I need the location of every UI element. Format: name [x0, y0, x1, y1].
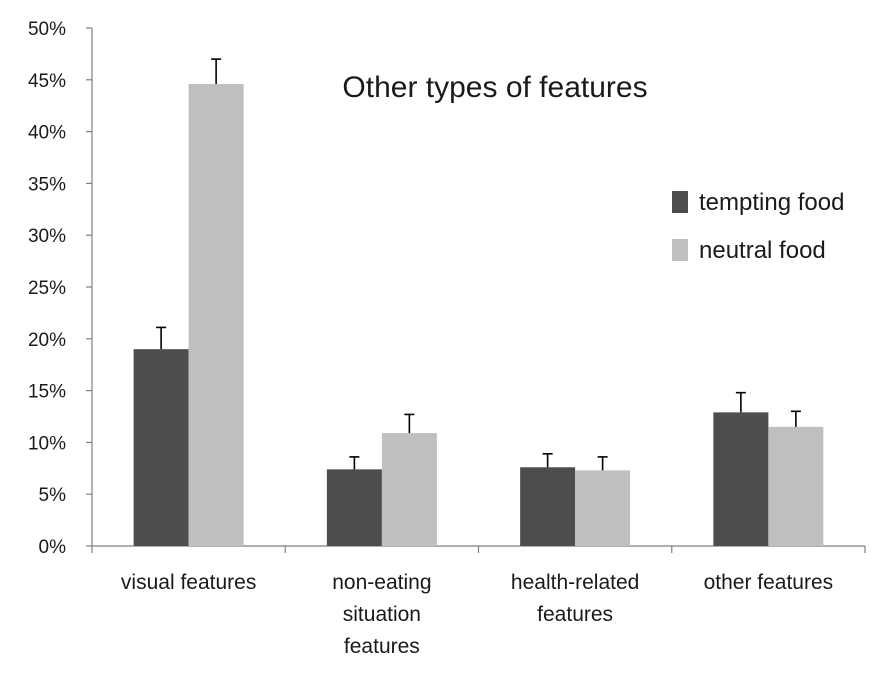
- legend-label: neutral food: [699, 237, 826, 264]
- y-tick-label: 30%: [28, 226, 66, 247]
- y-tick-label: 5%: [39, 485, 67, 506]
- y-tick-label: 20%: [28, 330, 66, 351]
- legend-swatch: [672, 191, 688, 213]
- bar-tempting-food-3: [713, 412, 769, 546]
- bar-neutral-food-2: [575, 470, 631, 546]
- y-tick-label: 15%: [28, 382, 66, 403]
- x-category-label: features: [537, 603, 613, 626]
- legend-swatch: [672, 239, 688, 261]
- x-category-label: non-eating: [332, 571, 431, 594]
- x-category-label: situation: [343, 603, 421, 626]
- bar-neutral-food-0: [188, 83, 244, 546]
- chart-title: Other types of features: [342, 71, 647, 104]
- bar-tempting-food-0: [133, 349, 189, 546]
- bar-tempting-food-1: [326, 469, 382, 546]
- y-tick-label: 25%: [28, 278, 66, 299]
- y-tick-label: 35%: [28, 174, 66, 195]
- x-category-label: visual features: [121, 571, 256, 594]
- y-tick-label: 10%: [28, 433, 66, 454]
- x-category-label: features: [344, 635, 420, 658]
- y-tick-label: 45%: [28, 71, 66, 92]
- y-tick-label: 50%: [28, 19, 66, 40]
- y-tick-label: 0%: [39, 537, 67, 558]
- legend-label: tempting food: [699, 189, 844, 216]
- x-category-label: other features: [704, 571, 834, 594]
- x-category-label: health-related: [511, 571, 639, 594]
- bar-neutral-food-3: [768, 426, 824, 546]
- bar-tempting-food-2: [520, 467, 576, 546]
- y-tick-label: 40%: [28, 123, 66, 144]
- bar-neutral-food-1: [381, 433, 437, 546]
